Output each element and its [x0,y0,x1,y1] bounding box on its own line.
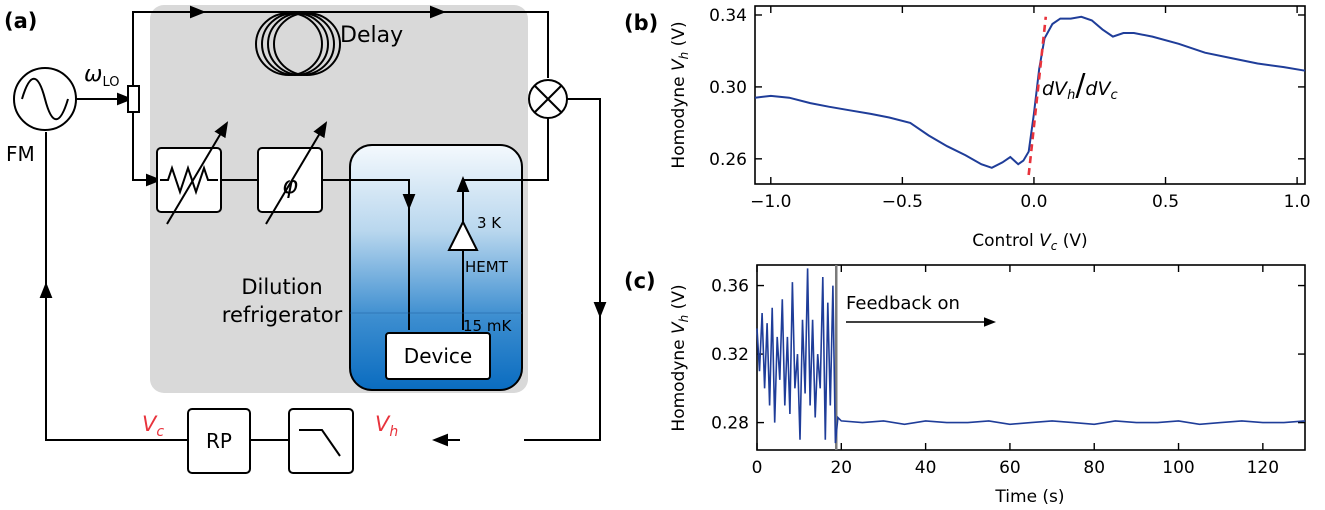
device-label: Device [404,344,472,368]
lowpass-filter [288,408,354,474]
x-tick-label: 0 [752,458,763,478]
y-tick-label: 0.34 [709,6,747,26]
x-tick-label: 120 [1247,458,1279,478]
cryostat [349,144,523,391]
chart-b-annotation: dVh/dVc [1042,68,1118,103]
x-tick-label: 20 [830,458,852,478]
chart-b: (b) −1.0 −0.5 0.0 0.5 1.0 0.26 0.30 0.34 dVh/dV… [624,5,1311,253]
chart-b-fit-line [1027,16,1048,176]
schematic-panel: (a) FM ωLO Delay [4,5,607,474]
stage-15mk-label: 15 mK [463,317,512,335]
x-tick-label: 0.5 [1152,192,1179,212]
chart-c-annotation: Feedback on [846,293,960,314]
fridge-label-1: Dilution [241,275,322,299]
panel-label-c: (c) [624,269,656,293]
y-tick-label: 0.28 [711,414,749,434]
chart-c: (c) 0 20 40 60 80 100 120 0.28 0.32 0.36 Feedback… [624,264,1306,507]
x-tick-label: 60 [999,458,1021,478]
chart-b-frame [754,5,1306,185]
resistor-icon [160,164,218,196]
y-tick-label: 0.36 [711,277,749,297]
x-tick-label: 1.0 [1284,192,1311,212]
stage-3k-label: 3 K [477,214,502,232]
vc-label: Vc [142,412,164,440]
y-tick-label: 0.30 [709,78,747,98]
vh-label: Vh [375,412,398,440]
rp-box [187,408,251,474]
x-tick-label: 80 [1083,458,1105,478]
fm-label: FM [6,142,35,166]
chart-b-series-line [754,15,1306,169]
x-tick-label: −0.5 [882,192,923,212]
lo-label: ωLO [84,62,119,90]
delay-label: Delay [340,23,403,48]
x-tick-label: 0.0 [1020,192,1047,212]
x-tick-label: −1.0 [750,192,791,212]
panel-label-a: (a) [4,9,37,33]
splitter [127,85,140,113]
chart-c-frame [756,264,1306,451]
chart-c-ylabel: Homodyne Vh (V) [669,284,691,431]
chart-c-series-line [756,268,1306,444]
y-tick-label: 0.32 [711,345,749,365]
chart-b-xlabel: Control Vc (V) [972,231,1087,253]
hemt-amplifier-icon [447,219,479,251]
y-tick-label: 0.26 [709,150,747,170]
delay-coil-icon [255,12,341,76]
chart-c-xlabel: Time (s) [994,487,1064,507]
chart-b-ylabel: Homodyne Vh (V) [669,21,691,168]
rp-label: RP [206,429,232,453]
sine-wave-icon [21,77,69,120]
lowpass-icon [299,429,341,457]
panel-label-b: (b) [624,11,658,35]
fridge-label-2: refrigerator [222,303,343,327]
device-box [385,332,491,380]
hemt-label: HEMT [465,258,509,276]
x-tick-label: 40 [915,458,937,478]
x-tick-label: 100 [1162,458,1194,478]
